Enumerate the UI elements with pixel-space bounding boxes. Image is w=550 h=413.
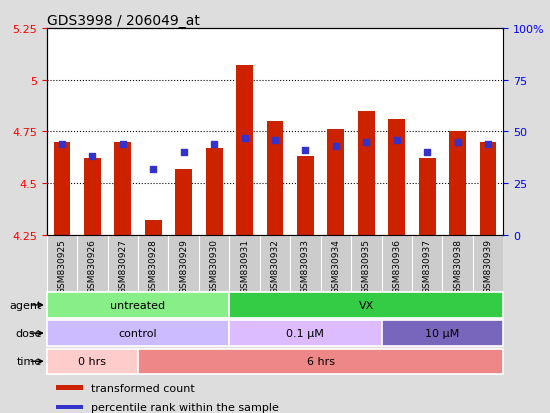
Text: 0.1 μM: 0.1 μM — [287, 328, 324, 338]
Point — [179, 150, 188, 156]
Point — [362, 139, 371, 146]
Bar — [327, 130, 344, 235]
Point — [240, 135, 249, 142]
Text: GSM830930: GSM830930 — [210, 238, 219, 293]
Bar — [229, 320, 382, 346]
Text: GSM830938: GSM830938 — [453, 238, 462, 293]
Bar — [229, 292, 503, 318]
Text: GSM830934: GSM830934 — [331, 238, 340, 293]
Text: GSM830927: GSM830927 — [118, 238, 128, 293]
Text: GSM830935: GSM830935 — [362, 238, 371, 293]
Bar — [47, 320, 229, 346]
Point — [423, 150, 432, 156]
Bar — [206, 149, 223, 235]
Bar — [449, 132, 466, 235]
Point — [301, 147, 310, 154]
Point — [332, 143, 340, 150]
Text: GSM830928: GSM830928 — [148, 238, 158, 293]
Bar — [84, 159, 101, 235]
Point — [118, 141, 127, 148]
Bar — [138, 349, 503, 374]
Text: GSM830932: GSM830932 — [271, 238, 279, 293]
Bar — [236, 66, 253, 235]
Text: percentile rank within the sample: percentile rank within the sample — [91, 402, 279, 412]
Text: 10 μM: 10 μM — [425, 328, 459, 338]
Text: transformed count: transformed count — [91, 383, 195, 393]
Point — [58, 141, 67, 148]
Text: GDS3998 / 206049_at: GDS3998 / 206049_at — [47, 14, 200, 28]
Text: agent: agent — [10, 300, 42, 310]
Bar — [56, 385, 83, 390]
Bar — [267, 122, 283, 235]
Bar — [56, 405, 83, 409]
Bar — [47, 349, 138, 374]
Bar — [358, 112, 375, 235]
Bar — [145, 221, 162, 235]
Bar — [114, 142, 131, 235]
Text: VX: VX — [359, 300, 374, 310]
Text: control: control — [119, 328, 157, 338]
Text: dose: dose — [16, 328, 42, 338]
Text: GSM830936: GSM830936 — [392, 238, 402, 293]
Bar — [47, 292, 229, 318]
Point — [149, 166, 158, 173]
Point — [483, 141, 492, 148]
Text: GSM830939: GSM830939 — [483, 238, 493, 293]
Text: GSM830925: GSM830925 — [57, 238, 67, 293]
Text: untreated: untreated — [111, 300, 166, 310]
Point — [392, 137, 401, 144]
Text: GSM830929: GSM830929 — [179, 238, 188, 293]
Point — [88, 154, 97, 160]
Bar — [175, 169, 192, 235]
Text: 0 hrs: 0 hrs — [79, 356, 106, 366]
Text: GSM830933: GSM830933 — [301, 238, 310, 293]
Bar — [419, 159, 436, 235]
Text: GSM830926: GSM830926 — [88, 238, 97, 293]
Point — [453, 139, 462, 146]
Text: time: time — [17, 356, 42, 366]
Point — [210, 141, 218, 148]
Bar — [297, 157, 314, 235]
Point — [271, 137, 279, 144]
Bar — [53, 142, 70, 235]
Bar — [480, 142, 497, 235]
Bar — [382, 320, 503, 346]
Text: GSM830937: GSM830937 — [422, 238, 432, 293]
Bar — [388, 120, 405, 235]
Text: GSM830931: GSM830931 — [240, 238, 249, 293]
Text: 6 hrs: 6 hrs — [307, 356, 334, 366]
